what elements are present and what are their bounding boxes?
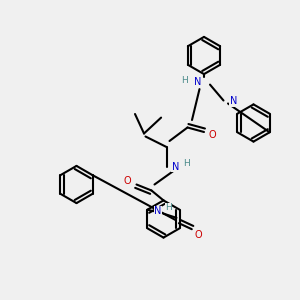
Text: H: H [181,76,188,85]
Text: O: O [208,130,216,140]
Text: N: N [154,206,162,216]
Text: N: N [172,161,179,172]
Text: H: H [183,159,189,168]
Text: O: O [123,176,131,187]
Text: H: H [165,203,172,212]
Text: N: N [230,96,237,106]
Text: O: O [195,230,202,240]
Text: N: N [194,76,201,87]
